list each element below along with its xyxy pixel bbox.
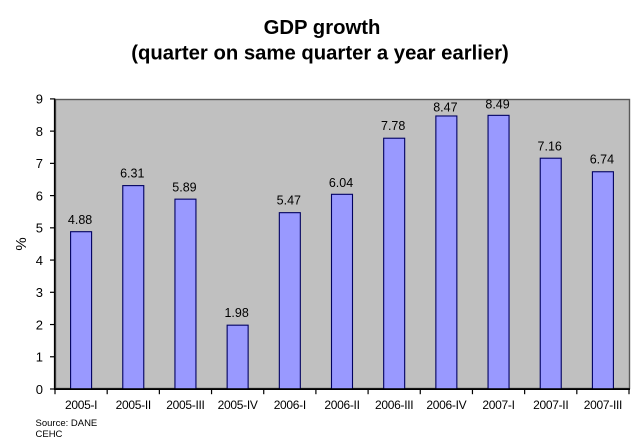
svg-text:2007-II: 2007-II <box>533 398 568 412</box>
svg-text:7: 7 <box>36 156 43 171</box>
svg-text:6.74: 6.74 <box>590 152 614 166</box>
svg-text:2006-I: 2006-I <box>274 398 306 412</box>
svg-text:8: 8 <box>36 124 43 139</box>
svg-text:(quarter on same quarter a yea: (quarter on same quarter a year earlier) <box>131 43 509 65</box>
svg-text:6.31: 6.31 <box>120 167 144 181</box>
svg-text:2005-IV: 2005-IV <box>218 398 258 412</box>
svg-text:1.98: 1.98 <box>224 306 248 320</box>
svg-text:5.89: 5.89 <box>172 180 196 194</box>
svg-text:4.88: 4.88 <box>68 213 92 227</box>
svg-text:2007-III: 2007-III <box>584 398 622 412</box>
svg-text:2005-III: 2005-III <box>166 398 204 412</box>
svg-text:%: % <box>13 237 30 250</box>
svg-text:2: 2 <box>36 317 43 332</box>
svg-text:6: 6 <box>36 188 43 203</box>
svg-text:7.16: 7.16 <box>538 139 562 153</box>
svg-text:2006-II: 2006-II <box>324 398 359 412</box>
svg-text:2006-III: 2006-III <box>375 398 413 412</box>
svg-text:8.47: 8.47 <box>433 101 457 115</box>
svg-text:5.47: 5.47 <box>277 193 301 207</box>
svg-text:2005-I: 2005-I <box>65 398 97 412</box>
svg-text:2005-II: 2005-II <box>116 398 151 412</box>
svg-text:7.78: 7.78 <box>381 119 405 133</box>
svg-text:6.04: 6.04 <box>329 176 353 190</box>
svg-text:8.49: 8.49 <box>485 98 509 112</box>
svg-text:Source: DANE: Source: DANE <box>36 418 98 429</box>
svg-text:9: 9 <box>36 92 43 107</box>
svg-text:GDP growth: GDP growth <box>264 17 381 39</box>
svg-text:3: 3 <box>36 285 43 300</box>
svg-text:4: 4 <box>36 253 43 268</box>
svg-text:5: 5 <box>36 221 43 236</box>
svg-text:2006-IV: 2006-IV <box>426 398 466 412</box>
svg-text:1: 1 <box>36 350 43 365</box>
svg-text:CEHC: CEHC <box>36 429 63 440</box>
svg-text:2007-I: 2007-I <box>482 398 514 412</box>
svg-text:0: 0 <box>36 382 43 397</box>
